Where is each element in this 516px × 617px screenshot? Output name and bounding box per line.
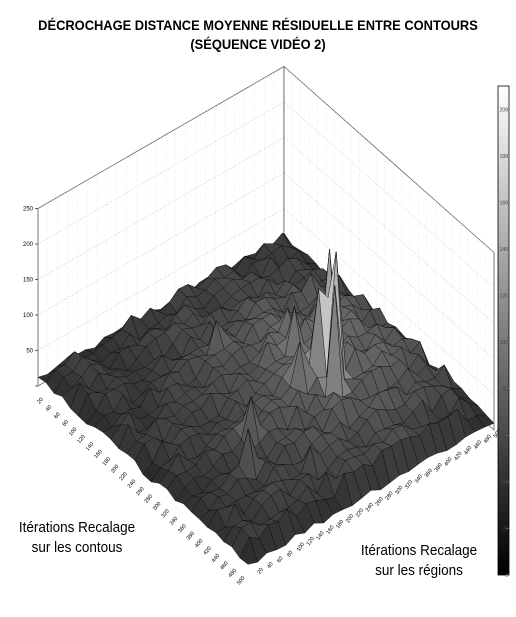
back-walls [37,65,495,431]
colorbar-tick-label: 180 [500,154,509,160]
chart-title-line-1: DÉCROCHAGE DISTANCE MOYENNE RÉSIDUELLE E… [38,17,478,33]
x-tick-label: 340 [169,516,180,527]
x-axis-label: Itérations Recalage sur les contous [10,518,145,558]
x-tick-label: 200 [110,464,121,475]
y-tick-label: 200 [345,513,355,524]
y-tick-label: 400 [444,457,454,468]
x-tick-label: 180 [102,456,113,467]
x-tick-label: 460 [219,561,230,572]
z-tick-label: 100 [23,313,34,319]
x-tick-label: 420 [202,546,213,557]
y-axis-label-line-1: Itérations Recalage [360,542,478,559]
z-gridline [37,208,495,395]
x-tick-label: 80 [62,419,71,428]
colorbar-tick-label: 120 [500,294,509,300]
y-tick-label: 160 [325,525,335,536]
colorbar-tick-label: 60 [502,433,508,439]
x-tick-label: 500 [236,575,247,586]
x-tick-label: 300 [152,501,163,512]
z-gridline [37,137,495,324]
colorbar-tick-label: 200 [500,107,509,113]
z-tick-label: 50 [26,349,33,355]
colorbar-tick-label: 100 [500,340,509,346]
y-tick-label: 320 [404,479,414,490]
x-tick-label: 140 [85,442,96,453]
y-tick-label: 420 [453,451,463,462]
z-gridline [37,101,495,289]
x-tick-label: 40 [45,404,54,413]
x-tick-label: 320 [160,508,171,519]
z-tick-label: 150 [23,278,34,284]
colorbar-tick-label: 80 [502,387,508,393]
y-tick-label: 460 [473,440,483,451]
z-tick-label: 200 [23,242,34,248]
y-tick-label: 440 [463,445,473,456]
colorbar-tick-label: 160 [500,200,509,206]
z-tick-label: 250 [23,207,34,213]
x-tick-label: 100 [68,427,79,438]
y-tick-label: 40 [266,561,274,569]
chart-title: DÉCROCHAGE DISTANCE MOYENNE RÉSIDUELLE E… [0,16,516,54]
x-tick-label: 440 [211,553,222,564]
colorbar-tick-label: 20 [502,526,508,532]
y-tick-label: 480 [483,434,493,445]
y-tick-label: 240 [365,502,375,513]
x-tick-label: 260 [135,486,146,497]
y-tick-label: 120 [306,536,316,547]
z-gridline [37,172,495,360]
y-tick-label: 380 [434,462,444,473]
y-tick-label: 360 [424,468,434,479]
x-tick-label: 240 [127,479,138,490]
y-axis-label-line-2: sur les régions [375,562,463,579]
y-tick-label: 80 [286,550,294,558]
y-axis-label: Itérations Recalage sur les régions [361,541,478,581]
colorbar-tick-label: 140 [500,247,509,253]
colorbar-bar [497,85,510,576]
y-tick-label: 280 [384,491,394,502]
x-tick-label: 160 [93,449,104,460]
x-tick-label: 60 [53,412,62,421]
y-tick-label: 260 [375,496,385,507]
y-tick-label: 60 [276,556,284,564]
colorbar-tick-label: 40 [502,480,508,486]
surface-cell [239,536,258,565]
x-axis-label-line-1: Itérations Recalage [18,519,136,536]
y-tick-label: 220 [355,508,365,519]
x-tick-label: 280 [144,494,155,505]
x-tick-label: 360 [177,523,188,534]
y-tick-label: 300 [394,485,404,496]
chart-title-line-2: (SÉQUENCE VIDÉO 2) [190,36,326,52]
y-tick-label: 340 [414,474,424,485]
x-tick-label: 20 [36,397,45,406]
z-gridline [37,66,495,253]
x-tick-label: 480 [228,568,239,579]
x-tick-label: 400 [194,538,205,549]
surface-mesh [37,232,495,565]
y-tick-label: 140 [316,530,326,541]
x-axis-label-line-2: sur les contous [31,539,123,556]
x-tick-label: 220 [118,471,129,482]
x-tick-label: 120 [76,434,87,445]
y-tick-label: 180 [335,519,345,530]
y-tick-label: 100 [296,542,306,553]
x-tick-label: 380 [186,531,197,542]
axis-ticks: 5010015020025020406080100120140160180200… [23,207,503,587]
colorbar: 0 20 40 60 80 100 120 140 160 180 200 [497,85,510,579]
colorbar-tick-label: 0 [505,573,508,579]
y-tick-label: 20 [257,567,265,575]
